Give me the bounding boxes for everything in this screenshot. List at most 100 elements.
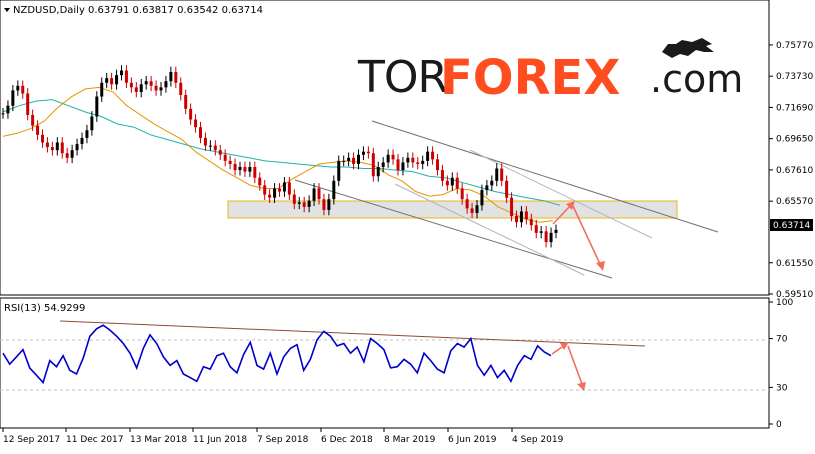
candle-body [95, 96, 99, 117]
bull-icon [662, 38, 714, 58]
candle-body [169, 72, 173, 82]
rsi-series [2, 324, 552, 385]
rsi-tick-label: 70 [776, 335, 788, 345]
candle-body [366, 151, 370, 154]
price-tick-label: 0.61550 [776, 259, 813, 269]
last-price-tag: 0.63714 [770, 219, 813, 231]
candle-body [105, 78, 109, 83]
last-price-tag-bg [770, 219, 813, 231]
candle-body [11, 90, 15, 106]
torforex-logo: TOR FOREX .com [357, 38, 743, 106]
candle-body [199, 127, 202, 138]
candle-body [480, 189, 484, 206]
candle-body [253, 167, 257, 178]
forecast-down-arrowhead [596, 261, 605, 271]
time-tick-label: 4 Sep 2019 [512, 435, 564, 445]
rsi-forecast-down-arrow [567, 345, 583, 385]
candle-body [129, 82, 133, 88]
candle-body [139, 84, 143, 92]
price-tick-label: 0.59510 [776, 290, 813, 300]
candle-body [110, 78, 114, 85]
candle-body [381, 162, 385, 168]
forecast-down-arrow [572, 205, 601, 265]
price-tick-label: 0.67610 [776, 166, 813, 176]
candle-body [500, 168, 504, 181]
candle-body [228, 160, 232, 164]
channel-upper-line [371, 120, 719, 233]
forecast-up-arrowhead [566, 201, 575, 210]
candle-body [144, 81, 148, 85]
candle-body [55, 142, 59, 151]
candle-body [470, 208, 474, 213]
candle-body [515, 216, 518, 223]
ohlc-label: 0.63791 0.63817 0.63542 0.63714 [88, 5, 263, 16]
candle-body [85, 130, 89, 138]
time-axis: 12 Sep 2017 11 Dec 2017 13 Mar 2018 11 Jun … [2, 428, 564, 445]
candle-body [189, 108, 193, 120]
candle-body [174, 72, 178, 83]
candle-body [342, 160, 346, 162]
candle-body [460, 188, 464, 200]
rsi-tick-label: 0 [776, 420, 782, 430]
time-tick-label: 13 Mar 2018 [130, 435, 187, 445]
candle-body [278, 188, 281, 192]
symbol-label: NZDUSD,Daily [13, 5, 85, 16]
candle-body [218, 150, 222, 155]
candle-body [416, 162, 420, 164]
candle-body [371, 153, 375, 177]
rsi-label: RSI(13) 54.9299 [4, 303, 85, 314]
candle-body [273, 188, 277, 198]
candle-body [248, 167, 252, 172]
candle-body [524, 211, 528, 220]
logo-tor: TOR [357, 52, 448, 103]
price-tick-label: 0.71690 [776, 103, 813, 113]
candle-body [213, 145, 217, 151]
candle-body [184, 95, 188, 109]
rsi-forecast-arrows [551, 342, 586, 391]
candle-body [529, 219, 533, 226]
candle-body [534, 225, 538, 233]
candle-body [510, 197, 514, 217]
rsi-axis: 100 70 30 0 [769, 298, 793, 430]
candle-body [436, 159, 439, 171]
candle-body [60, 142, 64, 154]
candle-body [238, 167, 242, 171]
dropdown-triangle-icon[interactable] [4, 8, 10, 12]
candle-body [36, 125, 40, 135]
candle-body [386, 154, 390, 163]
candle-body [391, 154, 395, 160]
candle-body [287, 182, 291, 195]
candle-body [465, 199, 469, 209]
logo-com: .com [650, 57, 743, 101]
candle-body [50, 147, 54, 151]
time-tick-label: 8 Mar 2019 [384, 435, 436, 445]
candle-body [282, 182, 286, 192]
candle-body [539, 231, 543, 233]
candle-body [421, 160, 425, 164]
candle-body [376, 167, 380, 177]
candle-body [26, 93, 30, 115]
candle-body [544, 231, 548, 243]
candle-body [164, 81, 168, 88]
price-forecast-arrows [552, 201, 605, 271]
candle-body [302, 202, 306, 207]
candle-body [263, 185, 267, 195]
time-tick-label: 6 Dec 2018 [321, 435, 373, 445]
candle-body [292, 194, 296, 204]
candle-body [450, 177, 454, 186]
candle-body [485, 185, 489, 190]
channel-inner-line-2 [394, 183, 585, 276]
candle-body [159, 87, 163, 91]
channel-inner-line [469, 149, 653, 239]
candle-body [223, 154, 227, 161]
candle-body [337, 160, 341, 181]
candle-body [268, 194, 272, 198]
candle-body [194, 119, 198, 128]
time-tick-label: 11 Jun 2018 [193, 435, 247, 445]
candle-body [65, 153, 69, 158]
logo-forex: FOREX [440, 50, 620, 106]
candle-body [455, 177, 459, 189]
candle-body [100, 82, 104, 97]
candle-body [406, 157, 410, 163]
